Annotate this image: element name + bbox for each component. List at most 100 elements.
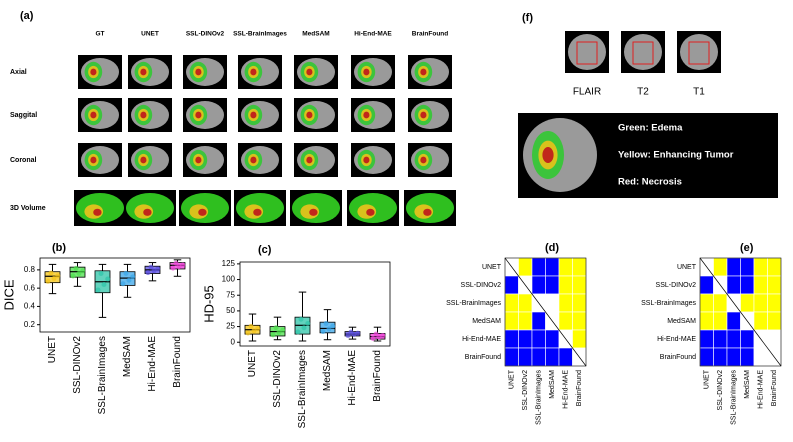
cell — [713, 311, 728, 331]
column-label: Hi-End-MAE — [563, 370, 570, 409]
point — [51, 276, 57, 282]
necrosis — [195, 156, 202, 164]
cell — [572, 311, 587, 331]
cell — [740, 257, 755, 277]
y-tick-label: 0.4 — [24, 302, 36, 311]
necrosis — [90, 156, 97, 164]
point — [45, 278, 51, 284]
tumor — [143, 208, 152, 216]
panel-label: (b) — [52, 242, 66, 254]
column-label: SSL-BrainImages — [731, 370, 738, 425]
cell — [740, 347, 755, 367]
panel-label: (c) — [258, 244, 272, 256]
point — [270, 332, 276, 338]
plot-frame — [239, 261, 391, 347]
cell — [572, 293, 587, 313]
cell — [753, 347, 768, 367]
column-header: MedSAM — [302, 31, 329, 38]
x-tick-label: SSL-BrainImages — [97, 336, 108, 414]
cell — [699, 329, 714, 349]
row-label: 3D Volume — [10, 205, 46, 212]
x-tick-label: MedSAM — [122, 336, 133, 377]
cell — [545, 275, 560, 295]
cell — [699, 347, 714, 367]
cell — [518, 311, 533, 331]
cell — [545, 347, 560, 367]
cell — [753, 275, 768, 295]
cell — [558, 311, 573, 331]
point — [355, 330, 361, 336]
necrosis — [250, 111, 257, 119]
cell — [726, 311, 741, 331]
column-label: BrainFound — [576, 370, 583, 406]
row-label: SSL-DINOv2 — [656, 282, 697, 289]
cell — [740, 329, 755, 349]
point — [55, 273, 61, 279]
necrosis — [140, 68, 147, 76]
necrosis — [306, 111, 313, 119]
cell — [518, 347, 533, 367]
matrix-frame — [504, 257, 587, 367]
row-label: Hi-End-MAE — [462, 336, 501, 343]
row-label: UNET — [677, 264, 697, 271]
necrosis — [90, 68, 97, 76]
cell — [699, 311, 714, 331]
necrosis — [140, 111, 147, 119]
point — [95, 287, 101, 293]
point — [126, 277, 132, 283]
panel-label: (f) — [522, 12, 533, 24]
x-tick-label: Hi-End-MAE — [147, 336, 158, 392]
cell — [699, 293, 714, 313]
diagonal — [504, 257, 587, 367]
row-label: Coronal — [10, 157, 37, 164]
point — [173, 260, 179, 266]
cell — [531, 275, 546, 295]
x-tick-label: SSL-DINOv2 — [272, 350, 283, 408]
point — [76, 270, 82, 276]
necrosis — [140, 156, 147, 164]
cell — [713, 347, 728, 367]
point — [373, 331, 379, 337]
cell — [753, 311, 768, 331]
necrosis — [195, 68, 202, 76]
column-header: BrainFound — [412, 31, 448, 38]
row-label: SSL-DINOv2 — [461, 282, 502, 289]
y-tick-label: 0.2 — [24, 320, 36, 329]
legend-text: Yellow: Enhancing Tumor — [618, 150, 734, 161]
cell — [558, 347, 573, 367]
roi — [688, 41, 710, 65]
cell — [726, 275, 741, 295]
x-tick-label: SSL-DINOv2 — [72, 336, 83, 394]
column-header: GT — [95, 31, 104, 38]
x-tick-label: BrainFound — [172, 336, 183, 388]
y-tick-label: 0 — [231, 337, 236, 346]
point — [180, 262, 186, 268]
tumor — [198, 208, 207, 216]
point — [245, 330, 251, 336]
column-label: UNET — [704, 369, 711, 389]
cell — [753, 257, 768, 277]
cell — [504, 275, 519, 295]
cell — [699, 275, 714, 295]
point — [251, 328, 257, 334]
column-label: UNET — [509, 369, 516, 389]
row-label: UNET — [482, 264, 502, 271]
point — [273, 325, 279, 331]
cell — [545, 257, 560, 277]
y-tick-label: 100 — [222, 275, 236, 284]
row-label: Saggital — [10, 112, 37, 119]
necrosis — [306, 156, 313, 164]
point — [145, 270, 151, 276]
necrosis — [420, 111, 427, 119]
necrosis — [250, 68, 257, 76]
point — [370, 335, 376, 341]
brain — [624, 34, 662, 70]
row-label: MedSAM — [472, 318, 501, 325]
panel-label: (e) — [740, 242, 754, 254]
cell — [504, 311, 519, 331]
tumor — [93, 208, 102, 216]
cell — [531, 257, 546, 277]
necrosis — [90, 111, 97, 119]
cell — [504, 347, 519, 367]
point — [248, 323, 254, 329]
